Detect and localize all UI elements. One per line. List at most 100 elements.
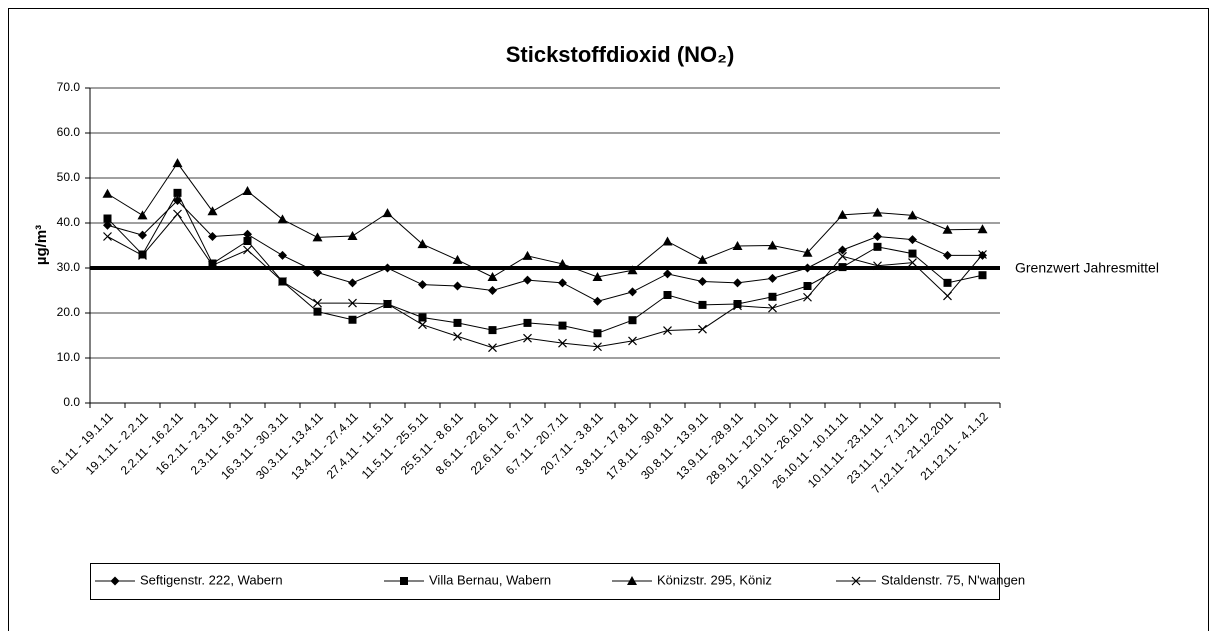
- marker: [733, 301, 742, 311]
- marker: [138, 250, 147, 260]
- marker: [803, 292, 812, 302]
- marker: [978, 271, 987, 280]
- marker: [838, 263, 847, 272]
- marker: [523, 318, 532, 327]
- marker: [383, 299, 392, 309]
- marker: [242, 186, 253, 196]
- marker: [977, 224, 988, 234]
- marker: [697, 254, 708, 264]
- series-line: [107, 162, 983, 278]
- marker: [243, 245, 252, 255]
- marker: [628, 336, 637, 346]
- marker: [558, 278, 567, 288]
- y-tick-label: 60.0: [57, 125, 81, 139]
- marker: [698, 277, 707, 286]
- marker: [908, 249, 917, 258]
- marker: [803, 263, 812, 273]
- marker: [698, 300, 707, 309]
- marker: [767, 240, 778, 250]
- marker: [110, 576, 120, 586]
- marker: [733, 278, 742, 288]
- marker: [172, 158, 183, 168]
- marker: [593, 329, 602, 338]
- marker: [523, 333, 532, 343]
- legend-label: Seftigenstr. 222, Wabern: [140, 572, 283, 587]
- marker: [383, 263, 392, 273]
- marker: [851, 576, 861, 586]
- legend-label: Könizstr. 295, Köniz: [657, 572, 772, 587]
- marker: [138, 250, 147, 259]
- marker: [243, 237, 252, 245]
- marker: [663, 291, 672, 299]
- marker: [872, 207, 883, 217]
- marker: [312, 232, 323, 242]
- marker: [418, 313, 427, 322]
- marker: [803, 282, 812, 290]
- y-axis-label: µg/m³: [33, 225, 50, 265]
- marker: [943, 250, 952, 260]
- marker: [768, 292, 777, 301]
- marker: [943, 278, 952, 287]
- marker: [138, 230, 147, 240]
- legend-box: [90, 563, 1000, 600]
- marker: [208, 232, 217, 241]
- marker: [488, 326, 497, 335]
- y-tick-label: 20.0: [57, 305, 81, 319]
- marker: [207, 206, 218, 216]
- y-tick-label: 70.0: [57, 80, 81, 94]
- marker: [453, 318, 462, 327]
- marker: [382, 208, 393, 218]
- y-tick-label: 10.0: [57, 350, 81, 364]
- marker: [837, 209, 848, 219]
- marker: [908, 258, 917, 268]
- marker: [627, 576, 637, 585]
- marker: [558, 321, 567, 330]
- y-tick-label: 40.0: [57, 215, 81, 229]
- marker: [278, 277, 287, 286]
- marker: [663, 269, 672, 279]
- series-line: [107, 213, 983, 349]
- marker: [662, 236, 673, 246]
- marker: [173, 188, 182, 197]
- reference-label: Grenzwert Jahresmittel: [1015, 260, 1159, 276]
- marker: [768, 303, 777, 313]
- marker: [488, 286, 497, 295]
- marker: [453, 331, 462, 341]
- series-line: [107, 191, 983, 334]
- marker: [208, 259, 217, 268]
- marker: [557, 258, 568, 268]
- marker: [277, 214, 288, 224]
- marker: [698, 324, 707, 334]
- marker: [908, 235, 917, 245]
- marker: [347, 231, 358, 241]
- marker: [593, 296, 602, 306]
- marker: [907, 210, 918, 220]
- marker: [628, 287, 637, 297]
- marker: [137, 210, 148, 220]
- marker: [628, 316, 637, 325]
- marker: [348, 315, 357, 324]
- marker: [313, 298, 322, 308]
- marker: [102, 188, 113, 198]
- marker: [732, 240, 743, 250]
- marker: [348, 278, 357, 288]
- marker: [348, 298, 357, 308]
- marker: [942, 224, 953, 234]
- marker: [768, 273, 777, 283]
- marker: [453, 281, 462, 291]
- marker: [208, 260, 217, 270]
- marker: [838, 251, 847, 261]
- y-tick-label: 30.0: [57, 260, 81, 274]
- marker: [418, 320, 427, 330]
- series-line: [107, 199, 983, 302]
- marker: [873, 261, 882, 271]
- marker: [838, 245, 847, 255]
- chart-border: [8, 8, 1209, 631]
- marker: [103, 214, 112, 223]
- marker: [627, 265, 638, 275]
- marker: [663, 326, 672, 335]
- marker: [313, 307, 322, 316]
- marker: [592, 272, 603, 281]
